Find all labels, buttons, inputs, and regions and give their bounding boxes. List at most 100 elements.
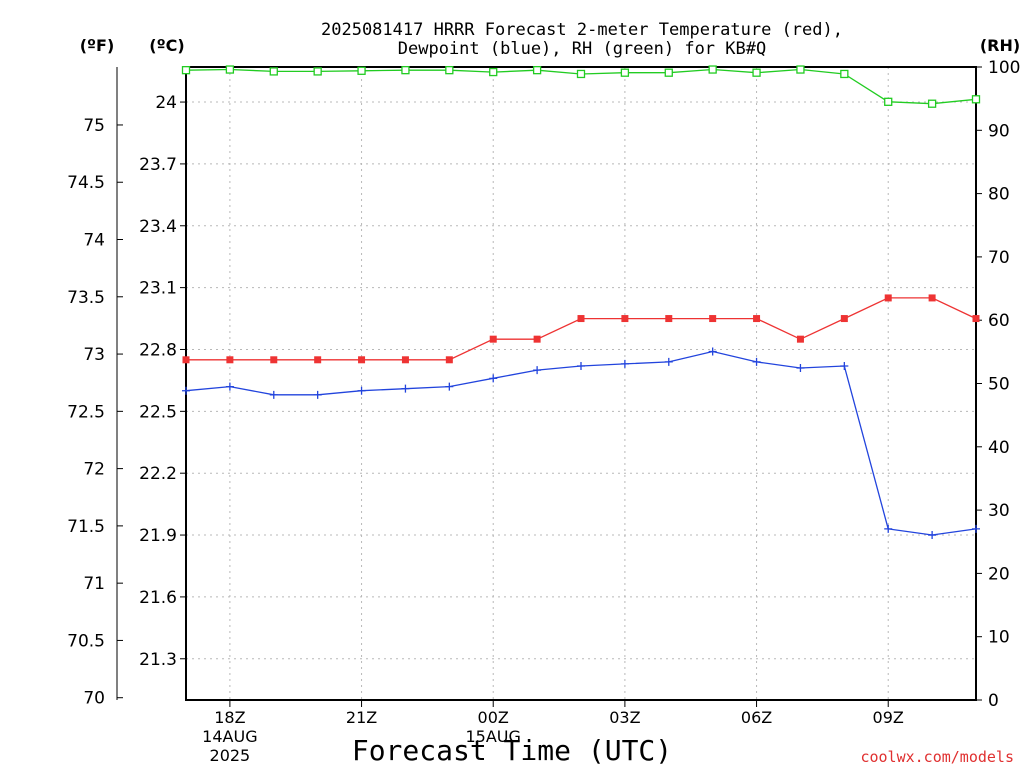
rh-point: [576, 69, 586, 79]
rh-point: [445, 66, 454, 75]
dewpoint-point: [357, 386, 366, 395]
rh-tick-label: 80: [988, 185, 1010, 205]
rh-point: [620, 68, 630, 77]
temperature-point: [972, 315, 980, 323]
dewpoint-point: [972, 524, 980, 533]
rh-tick-label: 60: [988, 311, 1010, 331]
dewpoint-line: [185, 350, 977, 536]
rh-unit-label: (RH): [980, 36, 1020, 55]
temperature-point: [182, 356, 190, 364]
x-tick-date-label: 14AUG: [202, 727, 257, 746]
dewpoint-point: [445, 382, 454, 391]
fahrenheit-tick-label: 71.5: [67, 517, 105, 537]
axis-ticks: [117, 66, 982, 707]
rh-tick-label: 20: [988, 564, 1010, 584]
dewpoint-point: [664, 357, 673, 366]
temperature-point: [796, 335, 804, 343]
dewpoint-point: [269, 390, 278, 399]
dewpoint-point: [840, 361, 849, 370]
fahrenheit-tick-label: 71: [83, 574, 105, 594]
rh-tick-label: 40: [988, 438, 1010, 458]
temperature-line: [186, 297, 977, 361]
rh-tick-label: 0: [988, 691, 999, 711]
temperature-point: [401, 356, 409, 364]
dewpoint-point: [928, 531, 937, 540]
temperature-point: [226, 356, 234, 364]
dewpoint-point: [182, 386, 190, 395]
rh-point: [927, 99, 937, 108]
dewpoint-point: [708, 347, 717, 356]
temperature-point: [358, 356, 366, 364]
dewpoint-point: [620, 359, 629, 368]
temperature-point: [489, 335, 497, 343]
dewpoint-point: [577, 361, 585, 370]
rh-point: [664, 68, 673, 77]
fahrenheit-unit-label: (ºF): [80, 36, 115, 55]
x-tick-label: 09Z: [873, 708, 904, 727]
rh-point: [313, 67, 322, 76]
temperature-point: [884, 294, 892, 302]
fahrenheit-tick-label: 74.5: [67, 173, 105, 193]
celsius-unit-label: (ºC): [149, 36, 184, 55]
x-tick-label: 00Z: [478, 708, 509, 727]
celsius-tick-label: 21.6: [139, 588, 177, 608]
fahrenheit-tick-label: 70: [83, 689, 105, 709]
rh-tick-label: 100: [988, 58, 1020, 78]
rh-point: [752, 68, 761, 77]
rh-point: [884, 97, 893, 106]
x-tick-label: 18Z: [214, 708, 245, 727]
rh-tick-label: 70: [988, 248, 1010, 268]
temperature-point: [928, 294, 936, 302]
x-tick-label: 06Z: [741, 708, 772, 727]
temperature-point: [753, 315, 761, 323]
dewpoint-point: [225, 382, 234, 391]
x-tick-year-label: 2025: [210, 746, 251, 765]
rh-tick-label: 90: [988, 121, 1010, 141]
temperature-point: [840, 315, 848, 323]
temperature-point: [577, 315, 585, 323]
grid-lines: [186, 67, 976, 700]
x-tick-label: 03Z: [609, 708, 640, 727]
fahrenheit-tick-label: 72: [83, 460, 105, 480]
fahrenheit-tick-label: 73: [83, 345, 105, 365]
temperature-point: [533, 335, 541, 343]
plot-frame: [185, 66, 977, 701]
celsius-tick-label: 22.8: [139, 340, 177, 360]
dewpoint-point: [313, 390, 322, 399]
rh-point: [269, 67, 278, 76]
x-axis-label: Forecast Time (UTC): [352, 734, 672, 767]
temperature-point: [709, 315, 717, 323]
celsius-tick-label: 24: [155, 93, 177, 113]
celsius-tick-label: 23.7: [139, 155, 177, 175]
temperature-point: [445, 356, 453, 364]
celsius-tick-label: 23.1: [139, 279, 177, 299]
rh-tick-label: 10: [988, 628, 1010, 648]
rh-point: [840, 69, 849, 79]
data-series: [181, 65, 981, 540]
rh-point: [357, 66, 366, 75]
rh-point: [708, 65, 717, 74]
dewpoint-point: [752, 357, 761, 366]
x-tick-label: 21Z: [346, 708, 377, 727]
rh-point: [225, 65, 235, 74]
rh-point: [181, 66, 191, 75]
dewpoint-point: [884, 524, 893, 533]
fahrenheit-tick-label: 72.5: [67, 402, 105, 422]
temperature-series: [182, 294, 980, 364]
dewpoint-point: [489, 374, 498, 383]
rh-series: [181, 65, 981, 108]
rh-point: [489, 67, 498, 77]
rh-tick-label: 30: [988, 501, 1010, 521]
temperature-point: [314, 356, 322, 364]
rh-point: [971, 95, 981, 104]
credit-text: coolwx.com/models: [860, 748, 1014, 766]
rh-point: [401, 66, 410, 75]
fahrenheit-tick-label: 73.5: [67, 288, 105, 308]
x-tick-date-label: 15AUG: [466, 727, 521, 746]
celsius-tick-label: 21.3: [139, 650, 177, 670]
celsius-tick-label: 22.2: [139, 464, 177, 484]
dewpoint-point: [533, 366, 542, 375]
rh-point: [532, 66, 542, 75]
dewpoint-point: [796, 364, 805, 373]
